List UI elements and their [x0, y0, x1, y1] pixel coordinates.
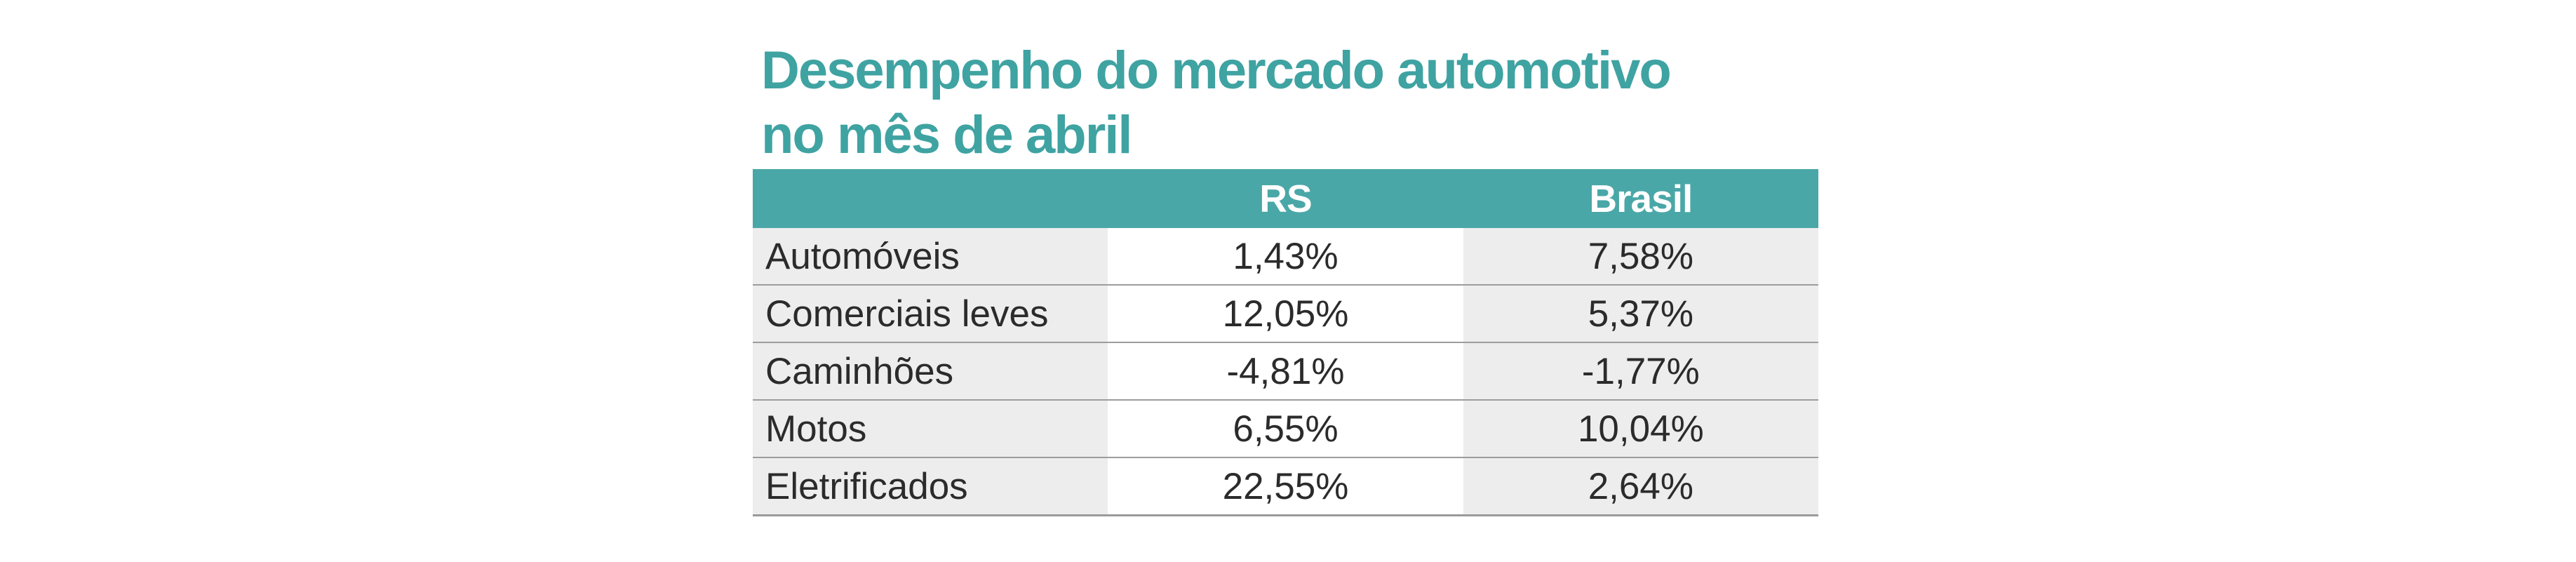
- header-cell-brasil: Brasil: [1589, 177, 1693, 220]
- table-row-comerciais-leves: Comerciais leves 12,05% 5,37%: [753, 284, 1818, 342]
- brasil-value: 5,37%: [1463, 286, 1818, 342]
- market-performance-table: RS Brasil Automóveis 1,43% 7,58% Comerci…: [753, 169, 1818, 516]
- table-row-automoveis: Automóveis 1,43% 7,58%: [753, 228, 1818, 284]
- header-cell-rs: RS: [1259, 177, 1312, 220]
- table-row-eletrificados: Eletrificados 22,55% 2,64%: [753, 457, 1818, 514]
- rs-value: 6,55%: [1108, 401, 1463, 457]
- table-header-row: RS Brasil: [753, 169, 1818, 228]
- row-label: Automóveis: [753, 228, 1108, 284]
- rs-value: -4,81%: [1108, 343, 1463, 399]
- title-line-2: no mês de abril: [761, 105, 1133, 165]
- title-line-1: Desempenho do mercado automotivo: [761, 41, 1672, 100]
- row-label: Eletrificados: [753, 458, 1108, 514]
- row-label: Comerciais leves: [753, 286, 1108, 342]
- row-label: Caminhões: [753, 343, 1108, 399]
- brasil-value: 2,64%: [1463, 458, 1818, 514]
- brasil-value: -1,77%: [1463, 343, 1818, 399]
- row-label: Motos: [753, 401, 1108, 457]
- rs-value: 22,55%: [1108, 458, 1463, 514]
- infographic: Desempenho do mercado automotivo no mês …: [753, 39, 1818, 516]
- brasil-value: 7,58%: [1463, 228, 1818, 284]
- table-row-motos: Motos 6,55% 10,04%: [753, 399, 1818, 457]
- rs-value: 12,05%: [1108, 286, 1463, 342]
- header-cell-empty: [753, 169, 1108, 228]
- infographic-title: Desempenho do mercado automotivo no mês …: [753, 39, 1818, 168]
- brasil-value: 10,04%: [1463, 401, 1818, 457]
- rs-value: 1,43%: [1108, 228, 1463, 284]
- table-row-caminhoes: Caminhões -4,81% -1,77%: [753, 342, 1818, 399]
